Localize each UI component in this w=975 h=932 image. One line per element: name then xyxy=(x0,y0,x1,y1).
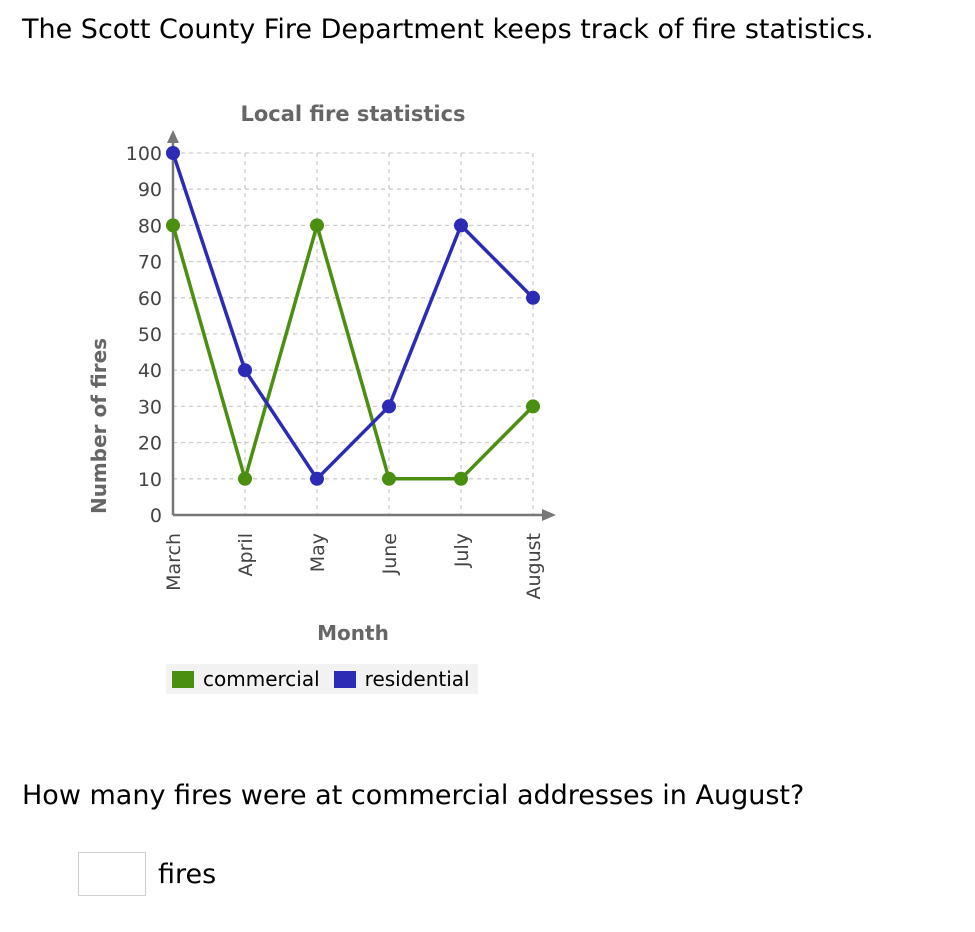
point-commercial-may xyxy=(310,218,324,233)
answer-row: fires xyxy=(78,852,216,896)
y-tick-label-100: 100 xyxy=(126,143,162,165)
point-residential-august xyxy=(526,290,540,305)
y-tick-label-40: 40 xyxy=(138,360,162,382)
y-tick-label-50: 50 xyxy=(138,324,162,346)
series-points xyxy=(166,146,540,486)
x-axis-label: Month xyxy=(317,621,389,645)
legend-swatch-residential xyxy=(333,670,356,688)
point-residential-july xyxy=(454,218,468,233)
x-tick-labels: March April May June July August xyxy=(163,533,545,600)
legend-label-residential: residential xyxy=(364,667,470,691)
point-residential-march xyxy=(166,146,180,160)
point-residential-june xyxy=(382,399,396,414)
x-tick-label-july: July xyxy=(451,533,473,568)
chart-title: Local fire statistics xyxy=(240,102,465,126)
y-tick-label-20: 20 xyxy=(138,433,162,455)
legend-item-residential: residential xyxy=(333,667,470,691)
point-residential-april xyxy=(238,363,252,378)
y-tick-label-30: 30 xyxy=(138,396,162,418)
line-chart: Local fire statistics 0 10 20 30 40 50 60 70 80 9… xyxy=(87,102,556,645)
point-commercial-august xyxy=(526,399,540,414)
y-tick-label-0: 0 xyxy=(150,505,162,527)
y-tick-labels: 0 10 20 30 40 50 60 70 80 90 100 xyxy=(126,143,162,527)
x-tick-label-june: June xyxy=(379,533,401,575)
answer-input[interactable] xyxy=(78,852,146,896)
x-tick-label-april: April xyxy=(235,533,257,576)
legend-label-commercial: commercial xyxy=(203,667,320,691)
x-tick-label-may: May xyxy=(307,533,329,572)
y-tick-label-90: 90 xyxy=(138,179,162,201)
legend-item-commercial: commercial xyxy=(172,667,320,691)
axes xyxy=(167,130,556,521)
x-axis-arrow xyxy=(542,509,556,521)
answer-unit: fires xyxy=(158,858,217,890)
point-commercial-july xyxy=(454,471,468,486)
x-tick-label-august: August xyxy=(523,533,545,600)
point-commercial-june xyxy=(382,471,396,486)
chart-legend: commercial residential xyxy=(166,664,478,694)
y-axis-label: Number of fires xyxy=(87,338,111,514)
series-line-residential xyxy=(171,152,535,481)
legend-swatch-commercial xyxy=(172,670,194,688)
intro-text: The Scott County Fire Department keeps t… xyxy=(22,14,874,45)
y-tick-label-80: 80 xyxy=(138,215,162,237)
series-lines xyxy=(171,152,535,481)
y-tick-label-10: 10 xyxy=(138,469,162,491)
point-commercial-march xyxy=(166,218,180,233)
y-tick-label-70: 70 xyxy=(138,252,162,274)
x-tick-label-march: March xyxy=(163,533,185,591)
point-commercial-april xyxy=(238,471,252,486)
series-line-commercial xyxy=(171,223,535,481)
y-tick-label-60: 60 xyxy=(138,288,162,310)
point-residential-may xyxy=(310,471,324,486)
question-text: How many fires were at commercial addres… xyxy=(22,780,805,811)
y-axis-arrow xyxy=(167,130,179,143)
